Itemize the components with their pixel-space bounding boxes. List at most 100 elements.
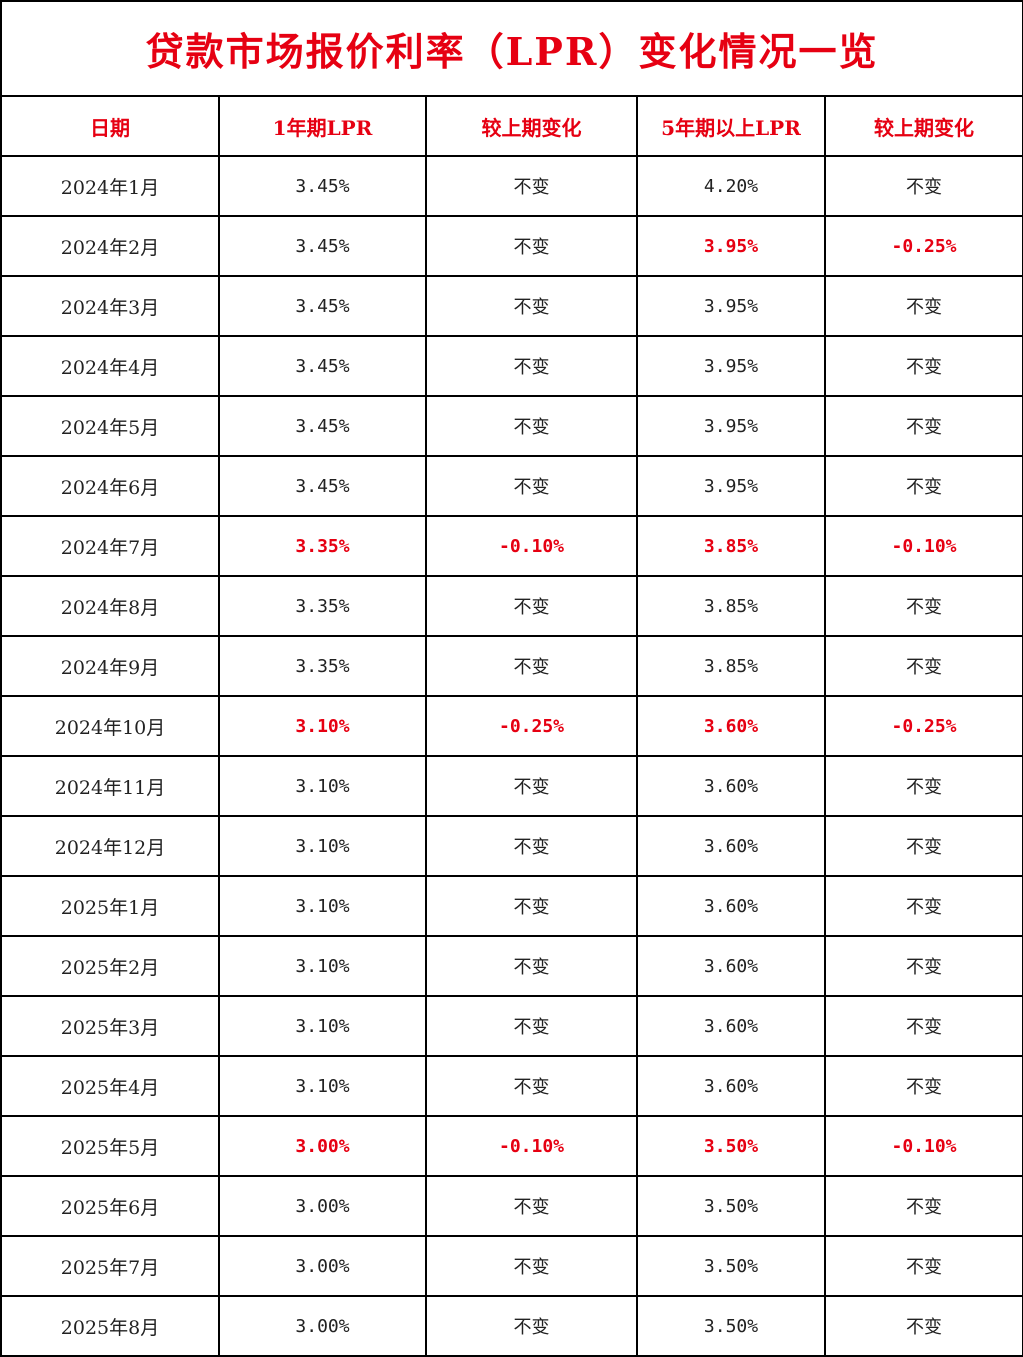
cell-date: 2025年3月 (0, 995, 220, 1057)
table-row: 2024年6月 3.45% 不变 3.95% 不变 (0, 455, 1023, 517)
cell-change-1y: 不变 (425, 1175, 638, 1237)
table-row: 2024年1月 3.45% 不变 4.20% 不变 (0, 155, 1023, 217)
cell-lpr-5y: 3.60% (636, 935, 826, 997)
cell-lpr-5y: 3.60% (636, 875, 826, 937)
cell-change-5y: 不变 (823, 1175, 1023, 1237)
cell-date: 2025年1月 (0, 875, 220, 937)
table-row: 2025年3月 3.10% 不变 3.60% 不变 (0, 995, 1023, 1057)
cell-date: 2025年5月 (0, 1115, 220, 1177)
cell-date: 2024年8月 (0, 575, 220, 637)
cell-date: 2024年1月 (0, 155, 220, 217)
cell-change-5y: -0.25% (823, 215, 1023, 277)
cell-lpr-5y: 3.50% (636, 1235, 826, 1297)
cell-change-1y: 不变 (425, 1235, 638, 1297)
cell-lpr-1y: 3.45% (218, 455, 427, 517)
cell-change-5y: -0.25% (823, 695, 1023, 757)
cell-lpr-5y: 4.20% (636, 155, 826, 217)
cell-change-5y: 不变 (823, 755, 1023, 817)
cell-lpr-1y: 3.10% (218, 995, 427, 1057)
header-lpr-1y: 1年期LPR (218, 95, 427, 157)
cell-lpr-1y: 3.45% (218, 275, 427, 337)
cell-lpr-1y: 3.45% (218, 155, 427, 217)
table-body: 2024年1月 3.45% 不变 4.20% 不变 2024年2月 3.45% 不变 3.95%… (0, 155, 1023, 1357)
cell-lpr-5y: 3.50% (636, 1115, 826, 1177)
cell-change-5y: 不变 (823, 395, 1023, 457)
cell-change-1y: 不变 (425, 575, 638, 637)
cell-lpr-1y: 3.00% (218, 1175, 427, 1237)
title-row: 贷款市场报价利率（LPR）变化情况一览 (0, 0, 1023, 97)
cell-lpr-1y: 3.00% (218, 1295, 427, 1357)
cell-date: 2025年4月 (0, 1055, 220, 1117)
cell-lpr-5y: 3.60% (636, 755, 826, 817)
cell-lpr-5y: 3.85% (636, 515, 826, 577)
cell-lpr-1y: 3.45% (218, 335, 427, 397)
header-change-1y: 较上期变化 (425, 95, 638, 157)
table-row: 2024年8月 3.35% 不变 3.85% 不变 (0, 575, 1023, 637)
cell-change-5y: 不变 (823, 275, 1023, 337)
cell-lpr-5y: 3.50% (636, 1295, 826, 1357)
cell-lpr-1y: 3.10% (218, 1055, 427, 1117)
cell-date: 2024年9月 (0, 635, 220, 697)
cell-change-1y: 不变 (425, 335, 638, 397)
cell-lpr-1y: 3.00% (218, 1235, 427, 1297)
cell-lpr-1y: 3.10% (218, 755, 427, 817)
cell-change-5y: 不变 (823, 1295, 1023, 1357)
cell-change-1y: 不变 (425, 455, 638, 517)
cell-date: 2024年4月 (0, 335, 220, 397)
cell-lpr-5y: 3.60% (636, 995, 826, 1057)
cell-change-1y: -0.25% (425, 695, 638, 757)
cell-date: 2025年6月 (0, 1175, 220, 1237)
cell-change-5y: 不变 (823, 1235, 1023, 1297)
cell-change-5y: 不变 (823, 155, 1023, 217)
cell-lpr-5y: 3.95% (636, 395, 826, 457)
header-change-5y: 较上期变化 (823, 95, 1023, 157)
cell-change-1y: 不变 (425, 935, 638, 997)
table-row: 2025年8月 3.00% 不变 3.50% 不变 (0, 1295, 1023, 1357)
cell-date: 2024年6月 (0, 455, 220, 517)
cell-change-5y: -0.10% (823, 1115, 1023, 1177)
table-row: 2024年11月 3.10% 不变 3.60% 不变 (0, 755, 1023, 817)
cell-date: 2024年11月 (0, 755, 220, 817)
table-row: 2025年2月 3.10% 不变 3.60% 不变 (0, 935, 1023, 997)
cell-change-1y: 不变 (425, 875, 638, 937)
cell-change-1y: 不变 (425, 215, 638, 277)
cell-change-1y: 不变 (425, 1295, 638, 1357)
cell-change-1y: 不变 (425, 395, 638, 457)
cell-lpr-1y: 3.45% (218, 215, 427, 277)
cell-date: 2025年7月 (0, 1235, 220, 1297)
table-row: 2025年4月 3.10% 不变 3.60% 不变 (0, 1055, 1023, 1117)
cell-lpr-1y: 3.10% (218, 695, 427, 757)
cell-lpr-5y: 3.95% (636, 335, 826, 397)
cell-change-5y: 不变 (823, 635, 1023, 697)
cell-change-1y: 不变 (425, 755, 638, 817)
table-row: 2025年5月 3.00% -0.10% 3.50% -0.10% (0, 1115, 1023, 1177)
table-row: 2024年9月 3.35% 不变 3.85% 不变 (0, 635, 1023, 697)
cell-change-1y: 不变 (425, 635, 638, 697)
cell-change-5y: 不变 (823, 995, 1023, 1057)
cell-change-1y: -0.10% (425, 1115, 638, 1177)
table-row: 2024年12月 3.10% 不变 3.60% 不变 (0, 815, 1023, 877)
table-row: 2025年7月 3.00% 不变 3.50% 不变 (0, 1235, 1023, 1297)
table-row: 2024年7月 3.35% -0.10% 3.85% -0.10% (0, 515, 1023, 577)
header-date: 日期 (0, 95, 220, 157)
table-row: 2025年6月 3.00% 不变 3.50% 不变 (0, 1175, 1023, 1237)
cell-change-1y: 不变 (425, 815, 638, 877)
cell-lpr-1y: 3.10% (218, 935, 427, 997)
table-row: 2024年3月 3.45% 不变 3.95% 不变 (0, 275, 1023, 337)
cell-lpr-5y: 3.60% (636, 1055, 826, 1117)
cell-change-5y: 不变 (823, 1055, 1023, 1117)
cell-change-5y: -0.10% (823, 515, 1023, 577)
cell-lpr-1y: 3.10% (218, 815, 427, 877)
cell-change-1y: 不变 (425, 275, 638, 337)
cell-lpr-5y: 3.85% (636, 635, 826, 697)
cell-lpr-5y: 3.85% (636, 575, 826, 637)
cell-lpr-1y: 3.00% (218, 1115, 427, 1177)
cell-date: 2025年8月 (0, 1295, 220, 1357)
cell-lpr-5y: 3.95% (636, 455, 826, 517)
cell-change-1y: 不变 (425, 155, 638, 217)
table-row: 2024年10月 3.10% -0.25% 3.60% -0.25% (0, 695, 1023, 757)
cell-change-5y: 不变 (823, 815, 1023, 877)
cell-date: 2025年2月 (0, 935, 220, 997)
